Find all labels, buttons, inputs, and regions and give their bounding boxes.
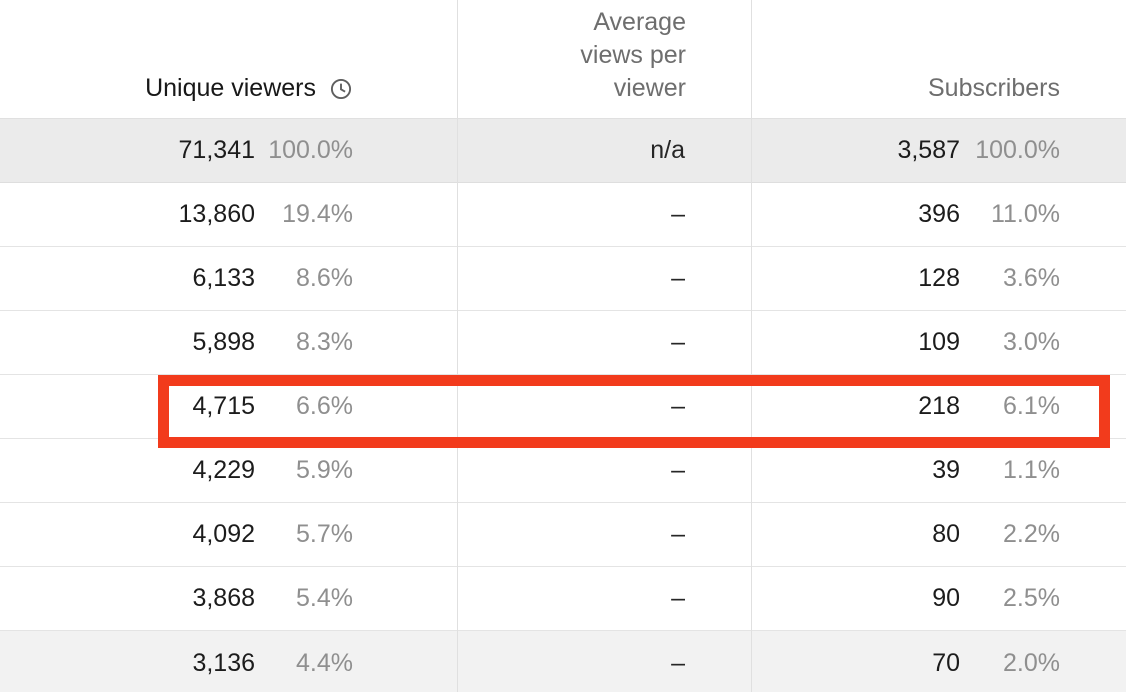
subscribers-cell: 128 3.6% [751, 264, 1126, 293]
subscribers-percent: 2.2% [1003, 520, 1060, 548]
avg-views-value: – [671, 456, 685, 484]
unique-viewers-percent: 8.6% [296, 264, 353, 292]
table-row[interactable]: 3,136 4.4% – 70 2.0% [0, 631, 1126, 692]
avg-views-value: – [671, 264, 685, 292]
subscribers-percent: 3.6% [1003, 264, 1060, 292]
unique-viewers-value: 4,092 [192, 520, 255, 548]
unique-viewers-percent: 5.4% [296, 584, 353, 612]
subscribers-cell: 396 11.0% [751, 200, 1126, 229]
table-row-highlighted[interactable]: 4,715 6.6% – 218 6.1% [0, 375, 1126, 439]
unique-viewers-header-label: Unique viewers [145, 74, 316, 102]
table-header: Unique viewers Average views per viewer … [0, 0, 1126, 119]
avg-views-cell: – [457, 520, 751, 549]
unique-viewers-cell: 71,341 100.0% [0, 136, 457, 165]
subscribers-cell: 3,587 100.0% [751, 136, 1126, 165]
avg-views-cell: – [457, 584, 751, 613]
unique-viewers-value: 4,229 [192, 456, 255, 484]
avg-views-value: n/a [650, 136, 685, 164]
avg-views-header-label: Average views per viewer [580, 8, 686, 102]
avg-views-value: – [671, 520, 685, 548]
unique-viewers-percent: 19.4% [282, 200, 353, 228]
subscribers-value: 39 [932, 456, 960, 484]
subscribers-value: 90 [932, 584, 960, 612]
unique-viewers-value: 3,868 [192, 584, 255, 612]
unique-viewers-cell: 4,092 5.7% [0, 520, 457, 549]
subscribers-value: 80 [932, 520, 960, 548]
subscribers-value: 70 [932, 648, 960, 677]
avg-views-cell: – [457, 456, 751, 485]
table-row[interactable]: 5,898 8.3% – 109 3.0% [0, 311, 1126, 375]
unique-viewers-percent: 4.4% [296, 648, 353, 677]
subscribers-cell: 39 1.1% [751, 456, 1126, 485]
unique-viewers-cell: 6,133 8.6% [0, 264, 457, 293]
table-row-total[interactable]: 71,341 100.0% n/a 3,587 100.0% [0, 119, 1126, 183]
subscribers-percent: 2.5% [1003, 584, 1060, 612]
subscribers-value: 3,587 [897, 136, 960, 164]
unique-viewers-cell: 5,898 8.3% [0, 328, 457, 357]
column-header-unique-viewers[interactable]: Unique viewers [0, 0, 457, 118]
subscribers-value: 218 [918, 392, 960, 420]
unique-viewers-value: 3,136 [192, 648, 255, 677]
unique-viewers-value: 6,133 [192, 264, 255, 292]
table-row[interactable]: 13,860 19.4% – 396 11.0% [0, 183, 1126, 247]
table-row[interactable]: 4,092 5.7% – 80 2.2% [0, 503, 1126, 567]
avg-views-cell: – [457, 392, 751, 421]
avg-views-value: – [671, 584, 685, 612]
unique-viewers-cell: 13,860 19.4% [0, 200, 457, 229]
avg-views-cell: – [457, 264, 751, 293]
subscribers-cell: 218 6.1% [751, 392, 1126, 421]
subscribers-percent: 100.0% [975, 136, 1060, 164]
subscribers-value: 128 [918, 264, 960, 292]
table-row[interactable]: 3,868 5.4% – 90 2.5% [0, 567, 1126, 631]
clock-icon [330, 78, 352, 99]
subscribers-header-label: Subscribers [928, 74, 1060, 102]
avg-views-cell: – [457, 328, 751, 357]
subscribers-cell: 109 3.0% [751, 328, 1126, 357]
avg-views-value: – [671, 328, 685, 356]
unique-viewers-value: 4,715 [192, 392, 255, 420]
unique-viewers-cell: 4,229 5.9% [0, 456, 457, 485]
avg-views-value: – [671, 200, 685, 228]
avg-views-value: – [671, 392, 685, 420]
avg-views-cell: – [457, 200, 751, 229]
unique-viewers-value: 13,860 [178, 200, 255, 228]
unique-viewers-percent: 8.3% [296, 328, 353, 356]
column-divider [751, 0, 752, 692]
unique-viewers-cell: 4,715 6.6% [0, 392, 457, 421]
column-header-subscribers[interactable]: Subscribers [751, 0, 1126, 118]
avg-views-cell: n/a [457, 136, 751, 165]
unique-viewers-percent: 6.6% [296, 392, 353, 420]
subscribers-value: 109 [918, 328, 960, 356]
subscribers-percent: 1.1% [1003, 456, 1060, 484]
subscribers-cell: 90 2.5% [751, 584, 1126, 613]
table-row[interactable]: 4,229 5.9% – 39 1.1% [0, 439, 1126, 503]
subscribers-percent: 11.0% [990, 200, 1060, 228]
unique-viewers-percent: 5.7% [296, 520, 353, 548]
subscribers-percent: 2.0% [1003, 648, 1060, 677]
unique-viewers-percent: 100.0% [268, 136, 353, 164]
subscribers-percent: 6.1% [1003, 392, 1060, 420]
unique-viewers-value: 71,341 [178, 136, 255, 164]
subscribers-value: 396 [918, 200, 960, 228]
unique-viewers-cell: 3,868 5.4% [0, 584, 457, 613]
unique-viewers-value: 5,898 [192, 328, 255, 356]
avg-views-cell: – [457, 649, 751, 678]
unique-viewers-cell: 3,136 4.4% [0, 649, 457, 678]
table-row[interactable]: 6,133 8.6% – 128 3.6% [0, 247, 1126, 311]
subscribers-percent: 3.0% [1003, 328, 1060, 356]
avg-views-value: – [671, 648, 685, 677]
column-header-average-views-per-viewer[interactable]: Average views per viewer [457, 0, 751, 118]
subscribers-cell: 70 2.0% [751, 649, 1126, 678]
subscribers-cell: 80 2.2% [751, 520, 1126, 549]
column-divider [457, 0, 458, 692]
unique-viewers-percent: 5.9% [296, 456, 353, 484]
